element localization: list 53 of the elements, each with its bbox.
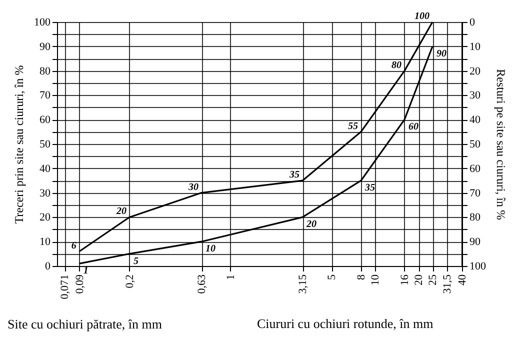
y2-tick-label: 60 bbox=[470, 162, 481, 175]
y-axis-title: Treceri prin site sau ciururi, în % bbox=[12, 65, 26, 224]
data-label: 55 bbox=[348, 120, 358, 132]
x-tick-label: 31,5 bbox=[442, 274, 454, 294]
y2-tick-label: 50 bbox=[470, 138, 481, 150]
data-label: 80 bbox=[391, 60, 402, 71]
y2-axis-title: Resturi pe site sau ciururi, în % bbox=[494, 69, 508, 220]
x-tick-label: 0,63 bbox=[196, 274, 208, 294]
y-tick-label: 60 bbox=[40, 114, 51, 126]
x-tick-label: 10 bbox=[370, 274, 382, 286]
y2-tick-label: 30 bbox=[470, 90, 481, 102]
y-tick-label: 40 bbox=[40, 162, 51, 175]
text: Ciururi cu ochiuri rotunde, în mm bbox=[257, 316, 434, 331]
y2-tick-label: 100 bbox=[470, 260, 486, 272]
x-tick-label: 5 bbox=[326, 274, 338, 280]
x-tick-label: 25 bbox=[427, 274, 440, 286]
y-tick-label: 80 bbox=[40, 65, 51, 78]
x-tick-label: 3,15 bbox=[297, 274, 310, 294]
data-label: 35 bbox=[288, 170, 300, 181]
y2-tick-label: 70 bbox=[470, 187, 481, 200]
y2-tick-label: 0 bbox=[470, 16, 476, 28]
data-label: 100 bbox=[414, 11, 430, 22]
y2-tick-label: 40 bbox=[470, 114, 481, 126]
x-tick-label: 0,2 bbox=[124, 274, 136, 288]
data-label: 5 bbox=[133, 256, 138, 267]
y2-tick-label: 90 bbox=[470, 236, 481, 248]
y-tick-label: 30 bbox=[40, 187, 51, 200]
y-tick-label: 70 bbox=[40, 90, 51, 102]
x-tick-label: 0,09 bbox=[74, 274, 86, 294]
x-tick-label: 20 bbox=[413, 274, 425, 286]
y2-tick-label: 80 bbox=[470, 212, 481, 224]
y2-tick-label: 10 bbox=[470, 40, 481, 53]
y-tick-label: 100 bbox=[34, 16, 51, 28]
data-label: 10 bbox=[206, 244, 216, 255]
y2-tick-label: 20 bbox=[470, 65, 481, 78]
x-tick-label: 40 bbox=[456, 274, 468, 286]
x-tick-label: 16 bbox=[398, 274, 411, 286]
x-axis-title: Site cu ochiuri pătrate, în mm bbox=[8, 316, 162, 332]
data-label: 20 bbox=[306, 219, 317, 230]
y-tick-label: 10 bbox=[40, 236, 51, 248]
x-tick-label: 1 bbox=[225, 274, 237, 280]
y-tick-label: 20 bbox=[40, 212, 51, 224]
data-label: 90 bbox=[436, 48, 447, 60]
data-label: 20 bbox=[115, 206, 126, 218]
y-tick-label: 0 bbox=[45, 260, 51, 272]
x-tick-label: 0,071 bbox=[59, 274, 71, 300]
data-label: 30 bbox=[188, 182, 199, 193]
data-label: 60 bbox=[408, 122, 418, 133]
data-label: 6 bbox=[71, 240, 76, 252]
data-label: 35 bbox=[364, 182, 375, 194]
x-tick-label: 8 bbox=[355, 274, 368, 280]
y-tick-label: 90 bbox=[40, 40, 51, 53]
y-tick-label: 50 bbox=[40, 138, 51, 150]
